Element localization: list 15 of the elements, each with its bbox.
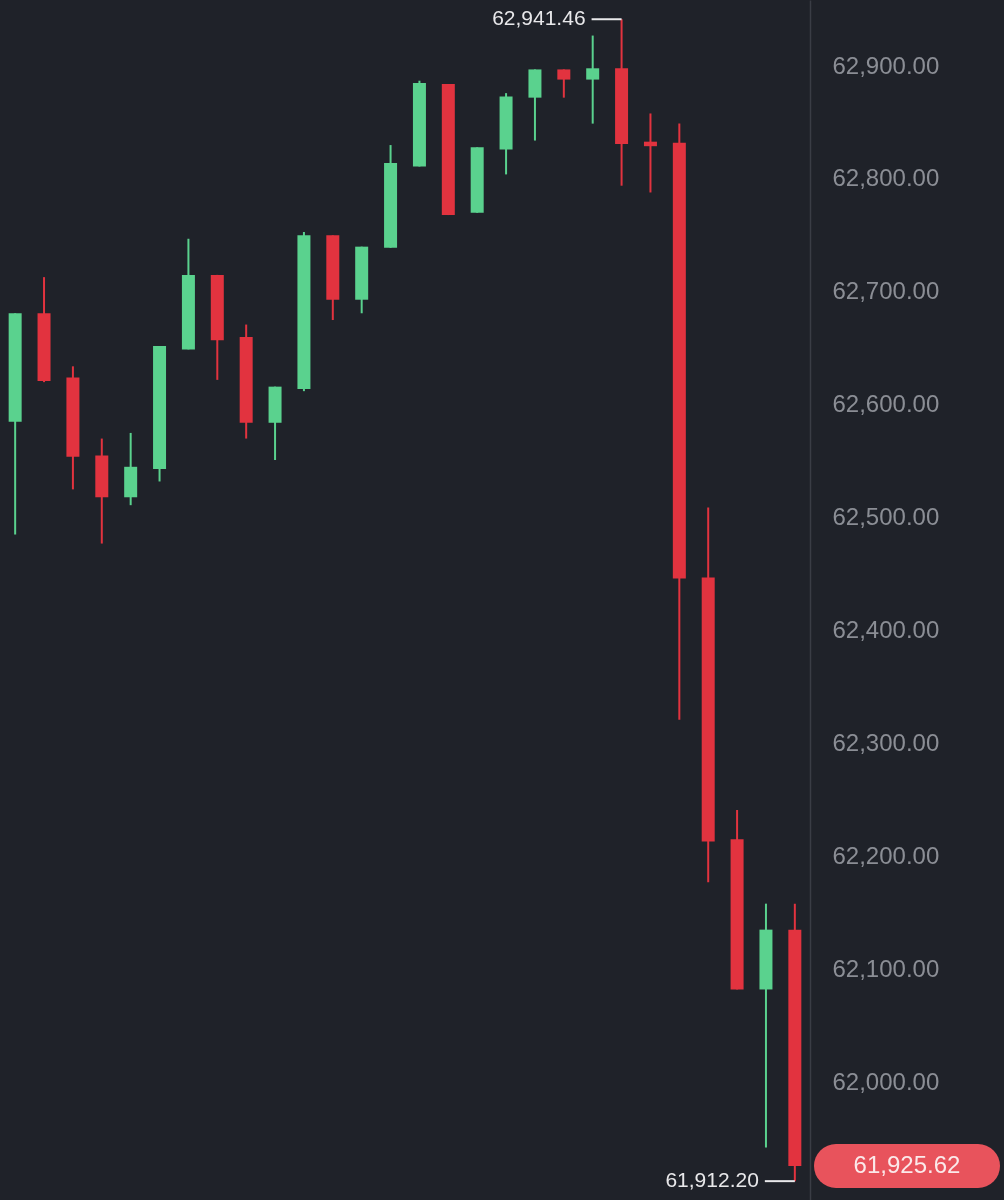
y-tick-label: 62,500.00 <box>832 503 940 531</box>
y-tick-label: 62,600.00 <box>832 390 940 418</box>
y-tick-label: 62,900.00 <box>832 51 940 79</box>
y-tick-label: 62,400.00 <box>832 615 940 643</box>
y-tick-label: 62,300.00 <box>832 728 940 756</box>
y-tick-label: 62,800.00 <box>832 164 940 192</box>
candlestick <box>557 68 571 99</box>
candlestick <box>586 34 600 125</box>
y-tick-label: 62,700.00 <box>832 277 940 305</box>
annotation: 62,941.46 <box>492 6 586 30</box>
y-tick-label: 62,100.00 <box>832 954 940 982</box>
y-tick-label: 62,000.00 <box>832 1067 940 1095</box>
y-tick-label: 62,200.00 <box>832 841 940 869</box>
ref-line-label: 61,925.62 <box>853 1151 961 1178</box>
annotation: 61,912.20 <box>665 1168 759 1192</box>
